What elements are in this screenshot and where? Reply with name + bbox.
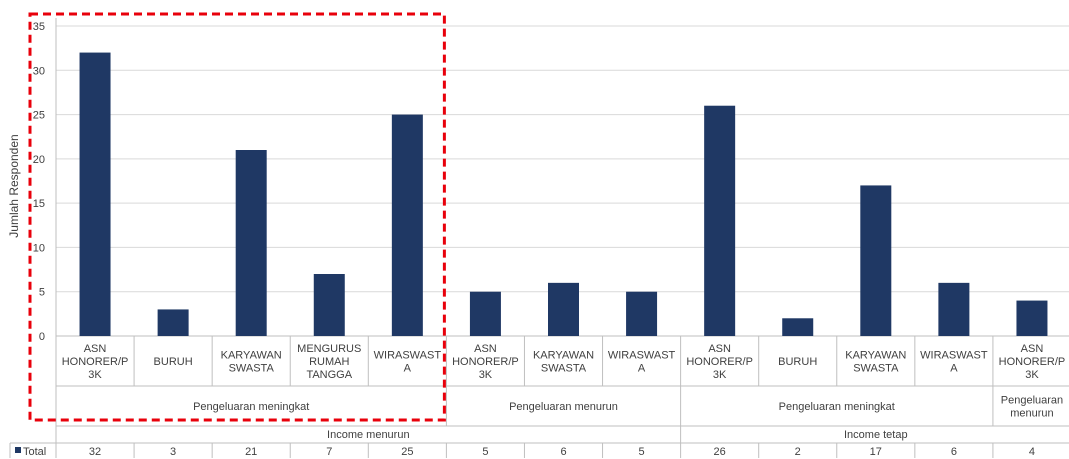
highlight-box xyxy=(28,12,446,422)
category-label: SWASTA xyxy=(229,363,275,375)
category-label: BURUH xyxy=(778,356,817,368)
y-tick-label: 35 xyxy=(33,21,45,33)
group-label: Pengeluaran meningkat xyxy=(779,401,895,413)
y-tick-label: 0 xyxy=(39,331,45,343)
bar xyxy=(1016,300,1048,336)
data-label: 4 xyxy=(1029,446,1035,458)
group-label: Income tetap xyxy=(844,429,908,441)
category-label: HONORER/P xyxy=(452,356,519,368)
category-label: HONORER/P xyxy=(999,356,1066,368)
y-axis-label: Jumlah Responden xyxy=(7,134,21,237)
category-label: SWASTA xyxy=(853,363,899,375)
category-label: RUMAH xyxy=(309,356,349,368)
category-label: A xyxy=(950,363,958,375)
data-label: 6 xyxy=(560,446,566,458)
category-label: WIRASWAST xyxy=(374,350,442,362)
bar xyxy=(782,318,814,336)
category-label: ASN xyxy=(1021,343,1044,355)
category-label: WIRASWAST xyxy=(920,350,988,362)
category-table: ASNHONORER/P3KBURUHKARYAWANSWASTAMENGURU… xyxy=(9,336,1069,458)
data-label: 5 xyxy=(639,446,645,458)
data-label: 2 xyxy=(795,446,801,458)
category-label: TANGGA xyxy=(306,369,352,381)
data-label: 7 xyxy=(326,446,332,458)
group-label: Pengeluaran menurun xyxy=(509,401,618,413)
category-label: WIRASWAST xyxy=(608,350,676,362)
category-label: A xyxy=(638,363,646,375)
data-label: 6 xyxy=(951,446,957,458)
series-name: Total xyxy=(23,446,46,458)
y-tick-label: 25 xyxy=(33,110,45,122)
category-label: BURUH xyxy=(154,356,193,368)
bars xyxy=(79,52,1048,336)
bar xyxy=(157,309,189,336)
category-label: HONORER/P xyxy=(686,356,753,368)
data-label: 32 xyxy=(89,446,101,458)
category-label: MENGURUS xyxy=(297,343,361,355)
y-tick-label: 5 xyxy=(39,287,45,299)
y-tick-label: 15 xyxy=(33,198,45,210)
category-label: KARYAWAN xyxy=(533,350,594,362)
data-label: 5 xyxy=(482,446,488,458)
category-label: ASN xyxy=(474,343,497,355)
bar xyxy=(79,52,111,336)
group-label: Pengeluaran xyxy=(1001,395,1063,407)
bar xyxy=(860,185,892,336)
bar xyxy=(235,150,267,336)
y-axis-ticks: 0 5 10 15 20 25 30 35 xyxy=(33,21,45,343)
data-label: 21 xyxy=(245,446,257,458)
category-label: SWASTA xyxy=(541,363,587,375)
category-label: HONORER/P xyxy=(62,356,129,368)
bar xyxy=(626,291,658,336)
bar xyxy=(938,282,970,336)
data-label: 26 xyxy=(714,446,726,458)
category-label: 3K xyxy=(479,369,493,381)
category-label: KARYAWAN xyxy=(221,350,282,362)
category-label: 3K xyxy=(713,369,727,381)
category-label: 3K xyxy=(88,369,102,381)
bar xyxy=(391,114,423,336)
bar xyxy=(313,274,345,336)
category-label: 3K xyxy=(1025,369,1039,381)
data-label: 25 xyxy=(401,446,413,458)
group-label: Pengeluaran meningkat xyxy=(193,401,309,413)
category-label: ASN xyxy=(708,343,731,355)
y-tick-label: 20 xyxy=(33,154,45,166)
data-label: 3 xyxy=(170,446,176,458)
highlight-rect xyxy=(28,12,446,422)
category-label: KARYAWAN xyxy=(845,350,906,362)
bar xyxy=(548,282,579,336)
data-label: 17 xyxy=(870,446,882,458)
y-tick-label: 10 xyxy=(33,242,45,254)
category-label: A xyxy=(404,363,412,375)
group-label: menurun xyxy=(1010,408,1053,420)
gridlines xyxy=(55,18,1069,337)
category-label: ASN xyxy=(84,343,107,355)
legend-swatch xyxy=(15,447,21,453)
y-tick-label: 30 xyxy=(33,65,45,77)
bar xyxy=(704,105,736,336)
group-label: Income menurun xyxy=(327,429,410,441)
bar xyxy=(469,291,501,336)
